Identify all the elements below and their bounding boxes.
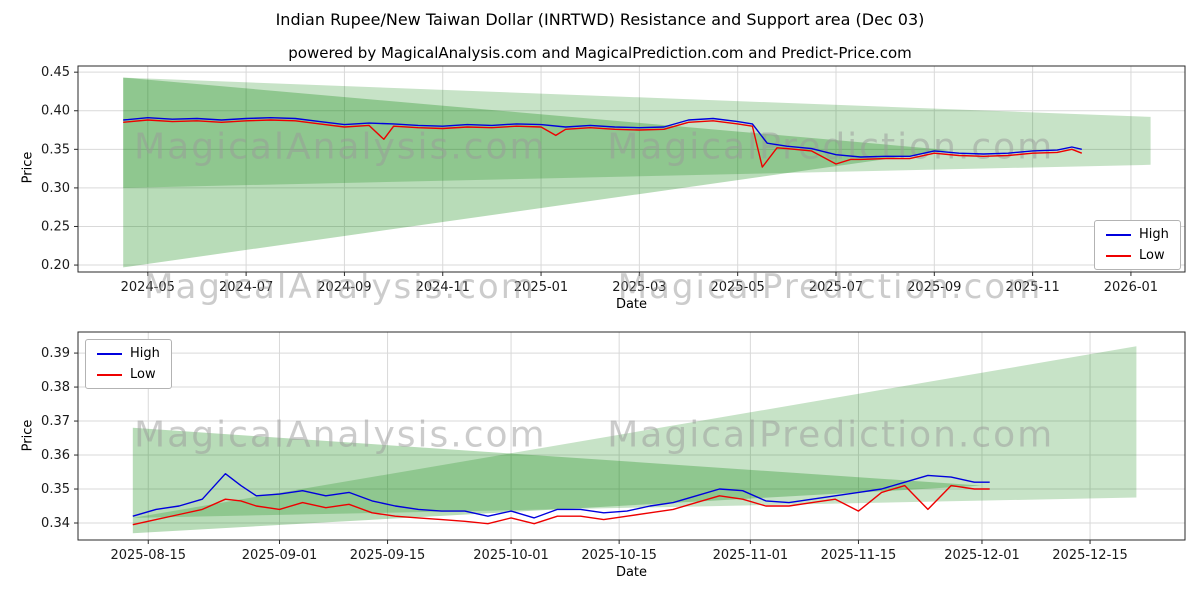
y-tick-label: 0.25 [41, 219, 70, 234]
legend-label-low: Low [1139, 248, 1165, 263]
x-axis-label-bottom: Date [615, 565, 648, 580]
low-line [123, 119, 1083, 168]
y-tick-label: 0.40 [41, 104, 70, 119]
legend-item-low: Low [97, 367, 160, 382]
legend-item-high: High [1106, 227, 1169, 242]
y-tick-label: 0.34 [41, 516, 70, 531]
x-tick-label: 2025-01 [514, 280, 568, 295]
watermark-text: MagicalAnalysis.com [144, 267, 536, 307]
x-tick-label: 2026-01 [1104, 280, 1158, 295]
x-axis-label-top: Date [615, 297, 648, 312]
legend-item-low: Low [1106, 248, 1169, 263]
legend-label-high: High [130, 346, 160, 361]
x-tick-label: 2025-12-01 [944, 548, 1020, 563]
legend-top-chart: High Low [1094, 220, 1181, 270]
y-axis-label-bottom: Price [20, 419, 36, 452]
y-tick-label: 0.35 [41, 142, 70, 157]
legend-label-low: Low [130, 367, 156, 382]
low-line-swatch [1106, 254, 1131, 257]
figure-title: Indian Rupee/New Taiwan Dollar (INRTWD) … [275, 10, 925, 29]
forecast-wedge [123, 77, 1151, 188]
x-tick-label: 2025-12-15 [1052, 548, 1128, 563]
y-tick-label: 0.45 [41, 65, 70, 80]
y-tick-label: 0.35 [41, 482, 70, 497]
legend-bottom-chart: High Low [85, 339, 172, 389]
x-tick-label: 2025-07 [809, 280, 863, 295]
x-tick-label: 2024-05 [121, 280, 175, 295]
x-tick-label: 2025-11-15 [821, 548, 897, 563]
forecast-wedge [132, 346, 1137, 518]
x-tick-label: 2025-09-01 [242, 548, 318, 563]
plot-border [77, 65, 1186, 273]
y-tick-label: 0.36 [41, 448, 70, 463]
x-tick-label: 2024-11 [416, 280, 470, 295]
x-tick-label: 2025-11-01 [713, 548, 789, 563]
watermark-text: MagicalAnalysis.com [134, 127, 546, 168]
x-tick-label: 2025-11 [1005, 280, 1059, 295]
legend-item-high: High [97, 346, 160, 361]
high-line-swatch [1106, 233, 1131, 236]
x-tick-label: 2025-05 [711, 280, 765, 295]
y-tick-label: 0.30 [41, 181, 70, 196]
high-line-swatch [97, 352, 122, 355]
high-line [123, 116, 1082, 158]
y-tick-label: 0.37 [41, 414, 70, 429]
watermark-text: MagicalPrediction.com [618, 267, 1043, 307]
low-line [132, 484, 990, 526]
x-tick-label: 2024-07 [219, 280, 273, 295]
x-tick-label: 2025-09 [907, 280, 961, 295]
watermark-text: MagicalAnalysis.com [134, 414, 546, 455]
y-tick-label: 0.38 [41, 380, 70, 395]
x-tick-label: 2025-10-15 [581, 548, 657, 563]
plot-border [77, 331, 1186, 541]
low-line-swatch [97, 373, 122, 376]
x-tick-label: 2025-10-01 [473, 548, 549, 563]
watermark-text: MagicalPrediction.com [607, 414, 1054, 455]
figure-subtitle: powered by MagicalAnalysis.com and Magic… [288, 44, 912, 62]
x-tick-label: 2025-03 [612, 280, 666, 295]
support-resistance-wedge [132, 427, 983, 534]
x-tick-label: 2025-08-15 [110, 548, 186, 563]
legend-label-high: High [1139, 227, 1169, 242]
y-tick-label: 0.20 [41, 258, 70, 273]
high-line [132, 473, 990, 519]
x-tick-label: 2025-09-15 [350, 548, 426, 563]
y-axis-label-top: Price [20, 151, 36, 184]
y-tick-label: 0.39 [41, 346, 70, 361]
x-tick-label: 2024-09 [317, 280, 371, 295]
